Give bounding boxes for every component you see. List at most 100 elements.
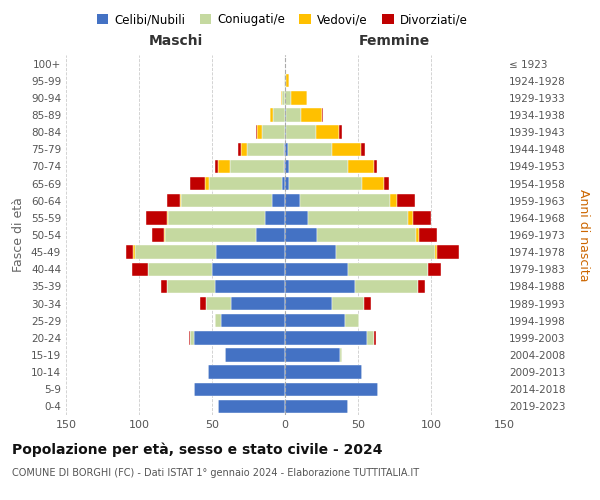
Bar [285, 177, 289, 190]
Bar [285, 297, 332, 310]
Bar [316, 126, 339, 139]
Bar [340, 348, 342, 362]
Bar [256, 228, 285, 241]
Bar [209, 177, 282, 190]
Bar [285, 91, 291, 104]
Bar [230, 160, 284, 173]
Bar [419, 228, 437, 241]
Text: COMUNE DI BORGHI (FC) - Dati ISTAT 1° gennaio 2024 - Elaborazione TUTTITALIA.IT: COMUNE DI BORGHI (FC) - Dati ISTAT 1° ge… [12, 468, 419, 477]
Bar [374, 160, 377, 173]
Bar [134, 246, 217, 259]
Bar [374, 331, 376, 344]
Bar [284, 160, 285, 173]
Bar [416, 228, 419, 241]
Bar [133, 246, 134, 259]
Bar [308, 211, 407, 224]
Bar [206, 297, 231, 310]
Bar [247, 142, 284, 156]
Bar [285, 211, 308, 224]
Bar [362, 177, 384, 190]
Bar [286, 126, 316, 139]
Bar [208, 366, 285, 379]
Bar [285, 400, 348, 413]
Bar [215, 160, 218, 173]
Text: Popolazione per età, sesso e stato civile - 2024: Popolazione per età, sesso e stato civil… [12, 442, 383, 457]
Bar [288, 142, 332, 156]
Bar [285, 262, 348, 276]
Bar [221, 314, 285, 328]
Bar [285, 280, 355, 293]
Bar [126, 246, 133, 259]
Bar [317, 228, 416, 241]
Bar [152, 228, 164, 241]
Bar [271, 108, 274, 122]
Bar [384, 177, 389, 190]
Bar [167, 194, 180, 207]
Bar [190, 331, 194, 344]
Bar [281, 91, 282, 104]
Bar [262, 126, 285, 139]
Bar [282, 91, 285, 104]
Bar [217, 246, 285, 259]
Bar [146, 211, 167, 224]
Bar [339, 126, 342, 139]
Bar [168, 211, 265, 224]
Bar [348, 160, 374, 173]
Bar [181, 194, 272, 207]
Bar [241, 142, 247, 156]
Bar [390, 194, 397, 207]
Bar [148, 262, 212, 276]
Bar [336, 246, 436, 259]
Bar [194, 382, 285, 396]
Bar [165, 228, 256, 241]
Bar [231, 297, 285, 310]
Bar [285, 160, 289, 173]
Bar [301, 108, 322, 122]
Bar [257, 126, 262, 139]
Bar [205, 177, 209, 190]
Bar [355, 280, 418, 293]
Bar [167, 211, 168, 224]
Bar [190, 177, 205, 190]
Bar [285, 194, 299, 207]
Bar [332, 142, 361, 156]
Bar [215, 280, 285, 293]
Bar [285, 382, 379, 396]
Bar [285, 228, 317, 241]
Bar [367, 331, 374, 344]
Bar [180, 194, 181, 207]
Bar [397, 194, 415, 207]
Bar [286, 108, 301, 122]
Bar [285, 246, 336, 259]
Bar [332, 297, 364, 310]
Bar [407, 211, 413, 224]
Bar [428, 262, 441, 276]
Y-axis label: Anni di nascita: Anni di nascita [577, 188, 590, 281]
Bar [272, 194, 285, 207]
Bar [437, 246, 459, 259]
Bar [285, 126, 286, 139]
Bar [322, 108, 323, 122]
Text: Femmine: Femmine [359, 34, 430, 48]
Bar [299, 194, 390, 207]
Bar [194, 331, 285, 344]
Bar [285, 331, 367, 344]
Bar [285, 108, 286, 122]
Legend: Celibi/Nubili, Coniugati/e, Vedovi/e, Divorziati/e: Celibi/Nubili, Coniugati/e, Vedovi/e, Di… [92, 8, 472, 31]
Bar [284, 142, 285, 156]
Bar [413, 211, 431, 224]
Bar [282, 177, 285, 190]
Bar [289, 160, 348, 173]
Bar [200, 297, 206, 310]
Bar [238, 142, 241, 156]
Bar [212, 262, 285, 276]
Bar [132, 262, 148, 276]
Bar [345, 314, 359, 328]
Bar [284, 74, 285, 88]
Bar [285, 74, 286, 88]
Bar [348, 262, 428, 276]
Bar [218, 160, 230, 173]
Bar [225, 348, 285, 362]
Bar [218, 400, 285, 413]
Bar [436, 246, 437, 259]
